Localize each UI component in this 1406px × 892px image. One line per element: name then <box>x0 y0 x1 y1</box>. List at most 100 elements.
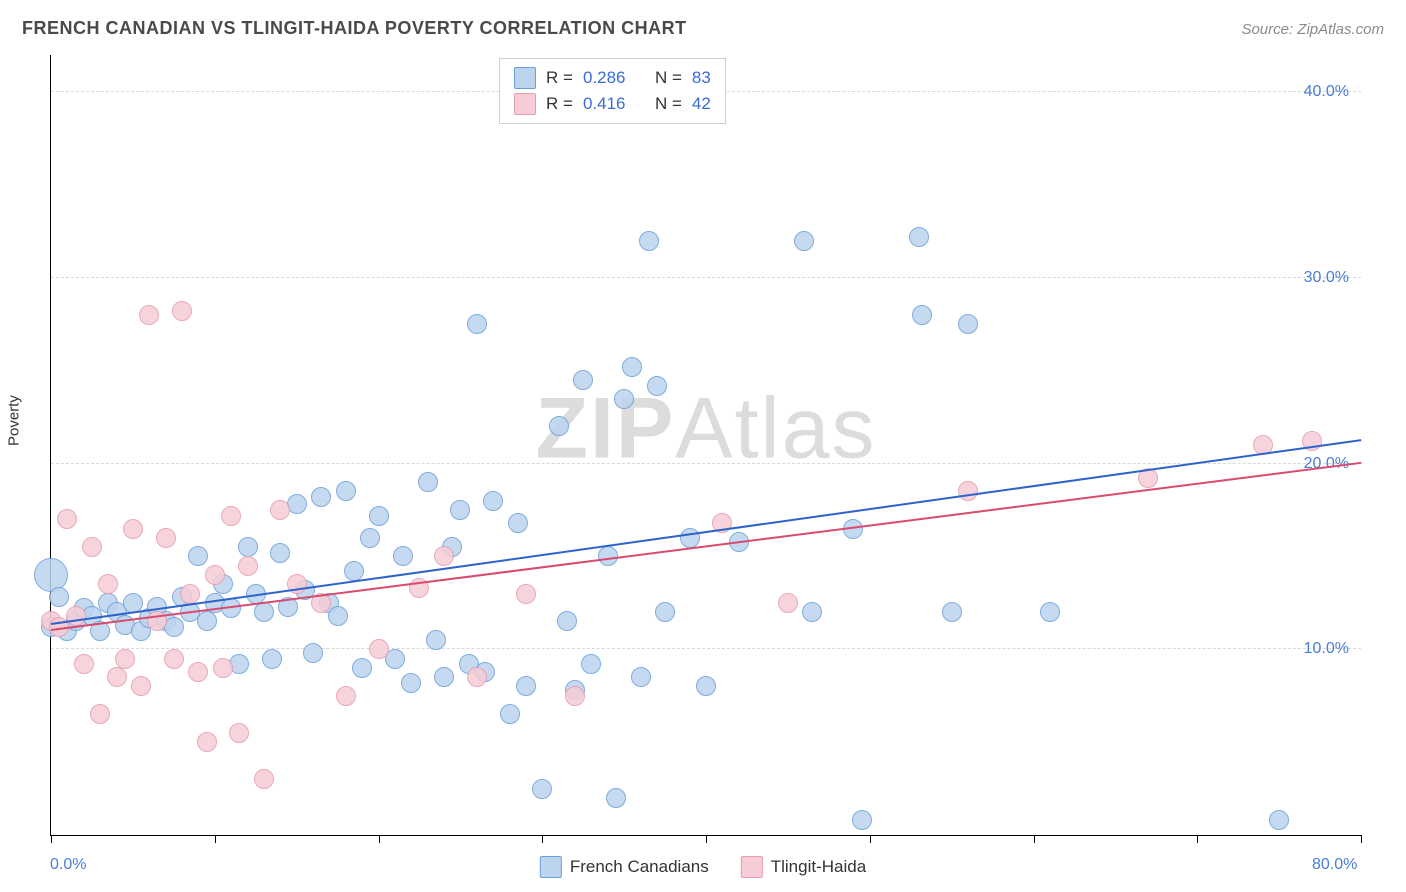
scatter-point <box>172 301 192 321</box>
scatter-point <box>369 639 389 659</box>
scatter-point <box>336 686 356 706</box>
scatter-point <box>205 565 225 585</box>
scatter-point <box>614 389 634 409</box>
scatter-point <box>942 602 962 622</box>
scatter-point <box>508 513 528 533</box>
scatter-point <box>98 574 118 594</box>
scatter-point <box>90 704 110 724</box>
scatter-point <box>516 676 536 696</box>
scatter-point <box>66 606 86 626</box>
scatter-point <box>123 519 143 539</box>
scatter-point <box>852 810 872 830</box>
x-tick <box>379 835 380 843</box>
scatter-point <box>802 602 822 622</box>
scatter-point <box>229 723 249 743</box>
scatter-point <box>131 676 151 696</box>
scatter-point <box>57 509 77 529</box>
stat-n-label: N = <box>655 68 682 88</box>
spacer <box>635 94 644 114</box>
x-tick <box>1197 835 1198 843</box>
legend-swatch <box>540 856 562 878</box>
scatter-point <box>360 528 380 548</box>
scatter-point <box>639 231 659 251</box>
scatter-point <box>401 673 421 693</box>
scatter-point <box>74 654 94 674</box>
scatter-point <box>631 667 651 687</box>
scatter-point <box>352 658 372 678</box>
scatter-point <box>139 305 159 325</box>
scatter-point <box>180 584 200 604</box>
scatter-point <box>647 376 667 396</box>
scatter-point <box>188 662 208 682</box>
stat-r-label: R = <box>546 68 573 88</box>
scatter-point <box>467 314 487 334</box>
chart-title: FRENCH CANADIAN VS TLINGIT-HAIDA POVERTY… <box>22 18 687 39</box>
scatter-point <box>393 546 413 566</box>
scatter-point <box>573 370 593 390</box>
legend-item: Tlingit-Haida <box>741 856 866 878</box>
x-tick <box>706 835 707 843</box>
legend-swatch <box>741 856 763 878</box>
y-tick-label: 40.0% <box>1304 83 1349 101</box>
scatter-point <box>680 528 700 548</box>
scatter-point <box>238 537 258 557</box>
scatter-point <box>254 602 274 622</box>
scatter-point <box>270 543 290 563</box>
scatter-point <box>213 658 233 678</box>
stat-n-label: N = <box>655 94 682 114</box>
legend-item: French Canadians <box>540 856 709 878</box>
scatter-point <box>82 537 102 557</box>
x-tick <box>542 835 543 843</box>
x-tick <box>215 835 216 843</box>
scatter-point <box>188 546 208 566</box>
scatter-point <box>262 649 282 669</box>
scatter-point <box>434 667 454 687</box>
scatter-point <box>912 305 932 325</box>
scatter-point <box>270 500 290 520</box>
scatter-point <box>622 357 642 377</box>
scatter-point <box>532 779 552 799</box>
scatter-point <box>696 676 716 696</box>
scatter-point <box>107 667 127 687</box>
legend-label: French Canadians <box>570 857 709 877</box>
trend-line <box>51 439 1361 625</box>
stats-box: R =0.286 N =83R =0.416 N =42 <box>499 58 726 124</box>
scatter-point <box>606 788 626 808</box>
scatter-point <box>1040 602 1060 622</box>
scatter-point <box>426 630 446 650</box>
scatter-point <box>311 487 331 507</box>
stat-r-value: 0.416 <box>583 94 626 114</box>
scatter-point <box>778 593 798 613</box>
scatter-point <box>565 686 585 706</box>
scatter-point <box>336 481 356 501</box>
series-swatch <box>514 93 536 115</box>
series-swatch <box>514 67 536 89</box>
scatter-point <box>418 472 438 492</box>
legend-label: Tlingit-Haida <box>771 857 866 877</box>
scatter-point <box>516 584 536 604</box>
scatter-point <box>197 611 217 631</box>
scatter-point <box>450 500 470 520</box>
watermark: ZIPAtlas <box>536 380 877 479</box>
stats-row: R =0.416 N =42 <box>514 91 711 117</box>
scatter-point <box>434 546 454 566</box>
plot-area: ZIPAtlas 10.0%20.0%30.0%40.0%R =0.286 N … <box>50 55 1361 836</box>
y-axis-label: Poverty <box>6 395 23 446</box>
stat-n-value: 42 <box>692 94 711 114</box>
x-tick-label: 0.0% <box>50 856 86 874</box>
scatter-point <box>156 528 176 548</box>
scatter-point <box>49 587 69 607</box>
scatter-point <box>500 704 520 724</box>
scatter-point <box>549 416 569 436</box>
scatter-point <box>909 227 929 247</box>
scatter-point <box>328 606 348 626</box>
gridline <box>51 277 1361 278</box>
scatter-point <box>467 667 487 687</box>
chart-container: FRENCH CANADIAN VS TLINGIT-HAIDA POVERTY… <box>0 0 1406 892</box>
scatter-point <box>369 506 389 526</box>
scatter-point <box>958 481 978 501</box>
scatter-point <box>254 769 274 789</box>
gridline <box>51 463 1361 464</box>
scatter-point <box>238 556 258 576</box>
title-row: FRENCH CANADIAN VS TLINGIT-HAIDA POVERTY… <box>22 18 1384 39</box>
